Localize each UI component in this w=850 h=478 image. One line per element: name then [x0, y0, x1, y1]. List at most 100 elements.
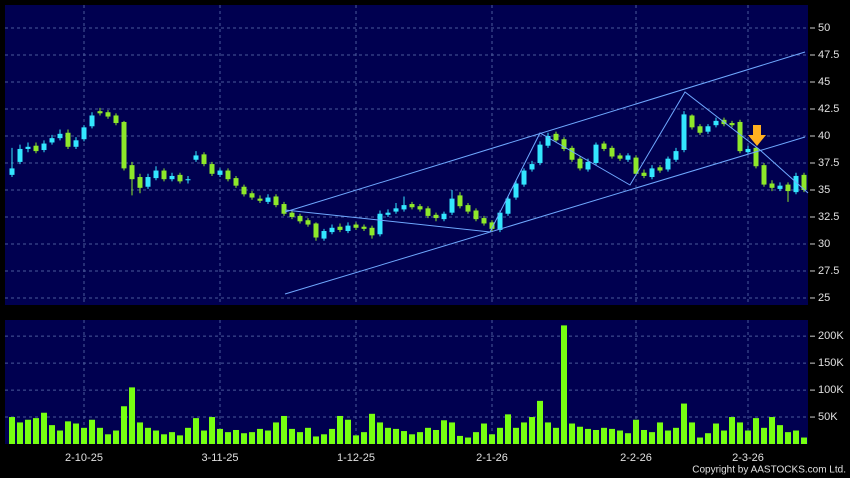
candle-body — [633, 157, 639, 174]
volume-bar — [17, 422, 23, 444]
volume-bar — [497, 427, 503, 444]
candle-body — [497, 212, 503, 230]
candle-body — [25, 146, 31, 149]
volume-bar — [337, 415, 343, 444]
candle-body — [601, 143, 607, 149]
volume-bar — [585, 428, 591, 444]
volume-bar — [137, 422, 143, 444]
x-tick-label: 1-12-25 — [337, 452, 375, 464]
volume-bar — [609, 428, 615, 444]
volume-bar — [745, 430, 751, 444]
candle-body — [529, 164, 535, 170]
candle-body — [649, 168, 655, 178]
candle-body — [265, 197, 271, 202]
x-tick-label: 2-3-26 — [732, 452, 764, 464]
candle-body — [761, 165, 767, 185]
plot-layer: 25 27.5 30 32.5 35 37.5 40 42.5 45 47.5 50 50K 100K 1… — [5, 5, 844, 464]
candle-body — [681, 114, 687, 151]
volume-bar — [209, 417, 215, 444]
candle-body — [73, 140, 79, 147]
candle-body — [545, 135, 551, 146]
volume-bar — [425, 427, 431, 444]
channel-upper — [284, 51, 806, 213]
volume-bar — [313, 436, 319, 444]
volume-bar — [697, 437, 703, 444]
candle-body — [33, 145, 39, 152]
candle-body — [377, 213, 383, 235]
candle-body — [793, 175, 799, 193]
volume-bar — [505, 414, 511, 444]
volume-bar — [529, 417, 535, 444]
volume-bar — [361, 432, 367, 444]
volume-bar — [241, 433, 247, 444]
volume-bar — [153, 430, 159, 444]
candle-body — [417, 206, 423, 210]
candle-body — [625, 155, 631, 160]
candle-body — [705, 126, 711, 132]
candle-body — [697, 126, 703, 133]
volume-bar — [305, 427, 311, 444]
y-tick-label: 40 — [818, 130, 830, 142]
x-tick-label: 2-2-26 — [620, 452, 652, 464]
candle-body — [185, 179, 191, 181]
x-tick-label: 2-1-26 — [476, 452, 508, 464]
volume-bar — [49, 425, 55, 444]
volume-bar — [553, 427, 559, 444]
candle-body — [153, 170, 159, 179]
volume-bar — [121, 406, 127, 444]
volume-bar — [793, 430, 799, 444]
trend-lines — [284, 51, 809, 295]
volume-bar — [761, 427, 767, 444]
volume-bar — [41, 412, 47, 444]
candle-body — [489, 222, 495, 229]
candle-body — [89, 115, 95, 127]
volume-bar — [681, 403, 687, 444]
volume-bar — [249, 432, 255, 444]
volume-bar — [185, 427, 191, 444]
volume-bar — [777, 425, 783, 444]
volume-bar — [649, 432, 655, 444]
volume-bar — [441, 420, 447, 444]
candle-body — [233, 178, 239, 186]
volume-bar — [513, 427, 519, 444]
candle-body — [777, 185, 783, 189]
volume-bar — [321, 434, 327, 444]
candle-body — [321, 231, 327, 239]
volume-bar — [457, 435, 463, 444]
volume-bar — [753, 418, 759, 444]
volume-bar — [265, 430, 271, 444]
volume-bar — [385, 427, 391, 444]
y-tick-label: 50 — [818, 22, 830, 34]
y-tick-label: 35 — [818, 184, 830, 196]
candle-body — [49, 138, 55, 143]
volume-bar — [665, 430, 671, 444]
volume-bar — [233, 429, 239, 444]
candle-body — [193, 155, 199, 160]
volume-bar — [281, 415, 287, 444]
volume-bar — [713, 423, 719, 444]
volume-bar — [169, 432, 175, 444]
candle-body — [569, 147, 575, 160]
candle-body — [769, 183, 775, 188]
candle-body — [105, 112, 111, 117]
volume-bar — [561, 325, 567, 444]
volume-bar — [417, 432, 423, 444]
candle-body — [161, 170, 167, 180]
volume-bar — [289, 428, 295, 444]
candle-body — [145, 177, 151, 187]
candle-body — [593, 144, 599, 163]
volume-bar — [73, 423, 79, 444]
candle-body — [465, 205, 471, 212]
volume-bar — [297, 432, 303, 444]
candle-body — [305, 220, 311, 225]
volume-bar — [161, 434, 167, 444]
volume-bar — [801, 437, 807, 444]
y-tick-label: 47.5 — [818, 49, 839, 61]
candle-body — [369, 227, 375, 236]
volume-bar — [377, 422, 383, 444]
candle-body — [745, 148, 751, 153]
candle-body — [665, 158, 671, 170]
candle-body — [113, 115, 119, 124]
volume-bar — [657, 422, 663, 444]
